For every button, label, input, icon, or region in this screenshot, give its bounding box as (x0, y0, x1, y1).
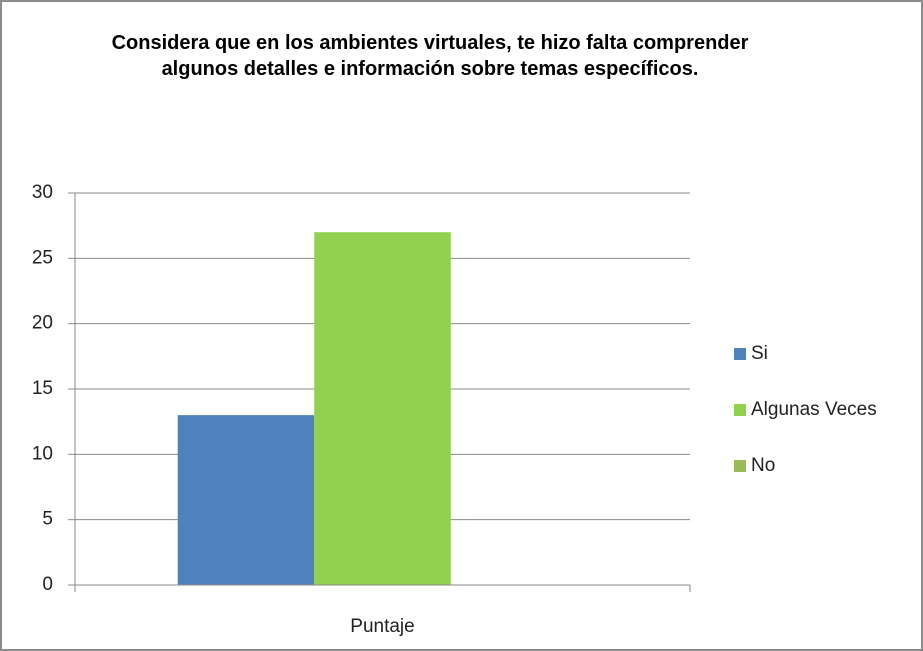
legend-swatch (734, 460, 746, 472)
y-tick-label: 0 (42, 574, 53, 595)
chart-title: Considera que en los ambientes virtuales… (111, 32, 749, 80)
x-tick-label: Puntaje (350, 616, 414, 637)
legend-label: No (751, 455, 775, 476)
y-tick-label: 15 (32, 378, 53, 399)
y-tick-label: 10 (32, 443, 53, 464)
legend-label: Si (751, 343, 768, 364)
legend-swatch (734, 404, 746, 416)
y-tick-label: 5 (42, 509, 53, 530)
bar (177, 415, 315, 585)
y-tick-label: 25 (32, 247, 53, 268)
legend-label: Algunas Veces (751, 399, 877, 420)
y-tick-label: 20 (32, 313, 53, 334)
bar (314, 232, 451, 585)
legend-swatch (734, 348, 746, 360)
y-tick-label: 30 (32, 182, 53, 203)
